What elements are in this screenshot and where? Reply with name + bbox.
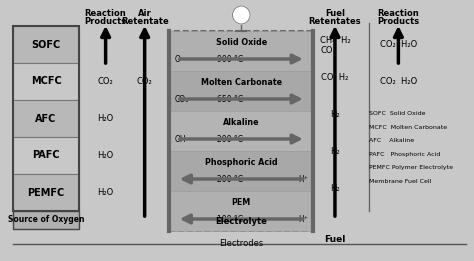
Text: PAFC   Phosphoric Acid: PAFC Phosphoric Acid	[369, 152, 440, 157]
Text: Fuel: Fuel	[325, 9, 345, 18]
Text: H⁺: H⁺	[298, 175, 308, 183]
Text: H₂: H₂	[330, 110, 340, 119]
Text: MCFC: MCFC	[31, 76, 62, 86]
Text: PEMFC: PEMFC	[27, 187, 65, 198]
Text: CO₂  H₂O: CO₂ H₂O	[380, 77, 417, 86]
Text: CH₄  H₂: CH₄ H₂	[319, 36, 350, 45]
Bar	[170, 111, 312, 151]
Bar	[170, 31, 312, 71]
Text: Molten Carbonate: Molten Carbonate	[201, 78, 282, 87]
Text: Products: Products	[84, 17, 127, 26]
Bar	[13, 26, 79, 63]
Text: Electrodes: Electrodes	[219, 239, 264, 247]
Bar	[170, 191, 312, 231]
Text: PEM: PEM	[232, 198, 251, 207]
Text: CO₂: CO₂	[137, 77, 153, 86]
Bar	[170, 71, 312, 111]
Text: CO₂: CO₂	[98, 77, 113, 86]
Bar	[13, 174, 79, 211]
Text: Phosphoric Acid: Phosphoric Acid	[205, 158, 278, 167]
Circle shape	[232, 6, 250, 24]
Text: 200 °C: 200 °C	[217, 134, 243, 144]
Text: H₂: H₂	[330, 184, 340, 193]
Bar	[13, 26, 79, 211]
Text: H⁺: H⁺	[298, 215, 308, 223]
Text: PAFC: PAFC	[32, 151, 60, 161]
Text: CO: CO	[321, 46, 333, 55]
Text: H₂O: H₂O	[98, 114, 114, 123]
Text: CO  H₂: CO H₂	[321, 73, 349, 82]
Text: Source of Oxygen: Source of Oxygen	[8, 216, 84, 224]
Text: Fuel: Fuel	[324, 234, 346, 244]
Text: 100 °C: 100 °C	[217, 215, 243, 223]
Text: SOFC: SOFC	[31, 39, 61, 50]
Text: 900 °C: 900 °C	[217, 55, 243, 63]
Text: SOFC  Solid Oxide: SOFC Solid Oxide	[369, 111, 426, 116]
Text: Membrane Fuel Cell: Membrane Fuel Cell	[369, 179, 431, 183]
Text: H₂O: H₂O	[98, 151, 114, 160]
Bar	[13, 137, 79, 174]
Text: AFC    Alkaline: AFC Alkaline	[369, 138, 414, 143]
Text: Air: Air	[138, 9, 152, 18]
Text: PEMFC Polymer Electrolyte: PEMFC Polymer Electrolyte	[369, 165, 453, 170]
Bar	[13, 100, 79, 137]
Text: Reaction: Reaction	[85, 9, 127, 18]
Text: H₂: H₂	[330, 147, 340, 156]
Text: Reaction: Reaction	[377, 9, 419, 18]
Bar	[170, 151, 312, 191]
Text: 650 °C: 650 °C	[217, 94, 243, 104]
Text: MCFC  Molten Carbonate: MCFC Molten Carbonate	[369, 124, 447, 130]
Text: CO₂  H₂O: CO₂ H₂O	[380, 40, 417, 49]
Bar	[169, 31, 313, 231]
Bar	[13, 63, 79, 100]
Text: Alkaline: Alkaline	[223, 118, 260, 127]
Text: Retentate: Retentate	[121, 17, 169, 26]
Text: Electrolyte: Electrolyte	[215, 217, 267, 226]
Text: OH⁻: OH⁻	[175, 134, 191, 144]
Bar	[13, 211, 79, 229]
Text: Products: Products	[377, 17, 419, 26]
Text: Retentates: Retentates	[309, 17, 361, 26]
Text: 200 °C: 200 °C	[217, 175, 243, 183]
Text: AFC: AFC	[36, 114, 57, 123]
Text: H₂O: H₂O	[98, 188, 114, 197]
Text: O⁻: O⁻	[175, 55, 185, 63]
Text: Solid Oxide: Solid Oxide	[216, 38, 267, 47]
Text: CO₃⁻: CO₃⁻	[175, 94, 193, 104]
